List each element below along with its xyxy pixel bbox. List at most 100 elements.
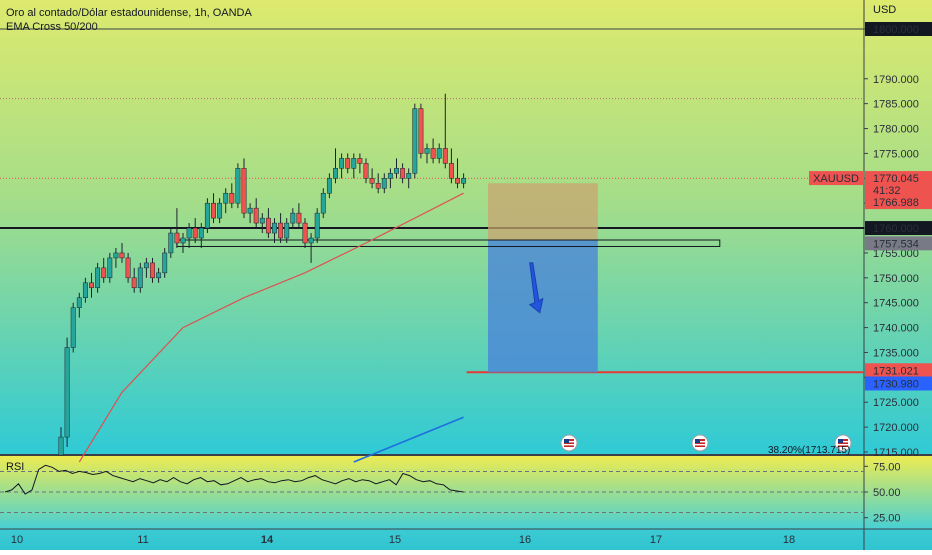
candle <box>162 247 168 278</box>
flag-canton <box>695 439 700 443</box>
candle <box>70 302 76 353</box>
candle <box>107 252 113 283</box>
candle <box>412 103 418 179</box>
price-levels <box>0 28 864 374</box>
candle <box>333 148 338 184</box>
candle <box>314 208 320 243</box>
us-flag-event-icon[interactable] <box>834 434 852 452</box>
symbol-title[interactable]: Oro al contado/Dólar estadounidense, 1h,… <box>6 7 252 19</box>
candle-body <box>131 277 137 289</box>
price-tick-label: 1735.000 <box>873 347 919 359</box>
short-position-tool[interactable] <box>488 183 598 373</box>
candle-body <box>339 158 345 169</box>
us-flag-event-icon[interactable] <box>560 434 578 452</box>
candle <box>265 208 271 239</box>
label-1760-bg <box>865 221 932 236</box>
candle-body <box>198 227 204 239</box>
stop-loss-zone[interactable] <box>488 183 598 241</box>
label-1760: 1760.000 <box>865 221 932 236</box>
label-target-red: 1731.021 <box>865 363 932 378</box>
candle-body <box>424 148 430 154</box>
candle <box>241 158 247 219</box>
candle-body <box>302 222 308 244</box>
candle <box>211 193 216 224</box>
time-axis[interactable]: 10 11 14 15 16 17 18 <box>11 534 795 546</box>
arrow-down-icon[interactable] <box>528 262 544 314</box>
candle <box>381 173 387 194</box>
candle <box>406 168 412 189</box>
candle <box>186 223 192 248</box>
label-zone-bg <box>865 236 932 251</box>
ema-200-line <box>353 416 464 463</box>
candle <box>131 267 137 293</box>
time-label: 10 <box>11 534 23 546</box>
candle <box>461 173 467 189</box>
candle <box>436 143 442 164</box>
candle <box>394 158 399 179</box>
candle <box>455 158 460 189</box>
candle-body <box>76 297 82 308</box>
candle <box>442 93 448 169</box>
candle <box>235 163 241 209</box>
candle-body <box>235 168 241 204</box>
candle <box>223 188 229 214</box>
candle <box>357 153 363 174</box>
candle-body <box>442 148 448 164</box>
price-tick-label: 1740.000 <box>873 323 919 335</box>
us-flag-event-icon[interactable] <box>691 434 709 452</box>
price-tick-label: 1745.000 <box>873 298 919 310</box>
candle <box>320 188 326 219</box>
time-label: 14 <box>261 534 274 546</box>
indicator-title[interactable]: EMA Cross 50/200 <box>6 21 98 33</box>
flag-canton <box>564 439 569 443</box>
candle <box>272 218 277 243</box>
chart-legend: Oro al contado/Dólar estadounidense, 1h,… <box>6 6 252 34</box>
candle <box>278 213 284 243</box>
candle-body <box>150 262 155 279</box>
take-profit-zone[interactable] <box>488 240 598 373</box>
candle <box>137 262 143 293</box>
candle-body <box>406 173 412 179</box>
price-tick-label: 1780.000 <box>873 124 919 136</box>
candle <box>326 173 332 199</box>
candle <box>89 272 94 298</box>
currency-label[interactable]: USD <box>873 4 897 16</box>
label-current-price-text: 1770.045 <box>873 173 919 185</box>
candle <box>400 163 406 184</box>
label-zone-text: 1757.534 <box>873 238 919 250</box>
candle-body <box>192 227 198 239</box>
fib-level-label: 38.20%(1713.715) <box>768 445 851 456</box>
symbol-tag[interactable]: XAUUSD <box>809 171 863 186</box>
candle <box>253 198 259 229</box>
candle-body <box>186 227 192 239</box>
rsi-title[interactable]: RSI <box>6 461 25 473</box>
time-label: 18 <box>783 534 795 546</box>
candle <box>339 153 345 179</box>
candle-body <box>400 168 406 179</box>
candle-body <box>162 252 168 274</box>
down-arrow-drawing[interactable] <box>528 262 544 314</box>
label-current-price-bg <box>865 171 932 210</box>
label-target-red-text: 1731.021 <box>873 365 919 377</box>
candle-body <box>89 282 94 289</box>
candle-body <box>284 222 290 239</box>
candle-body <box>229 192 235 204</box>
candle-body <box>278 222 284 239</box>
price-tick-label: 1775.000 <box>873 148 919 160</box>
candle <box>387 168 393 189</box>
price-tick-label: 1755.000 <box>873 248 919 260</box>
candle-body <box>223 192 229 204</box>
candle-body <box>272 222 277 234</box>
ema-lines <box>78 192 464 463</box>
candle-body <box>82 282 88 298</box>
candle-body <box>107 257 113 279</box>
event-markers[interactable] <box>560 434 852 452</box>
candle-body <box>296 212 302 224</box>
candle <box>174 208 180 248</box>
candle-body <box>70 307 76 348</box>
candle-body <box>430 148 436 159</box>
candle-body <box>418 108 424 154</box>
